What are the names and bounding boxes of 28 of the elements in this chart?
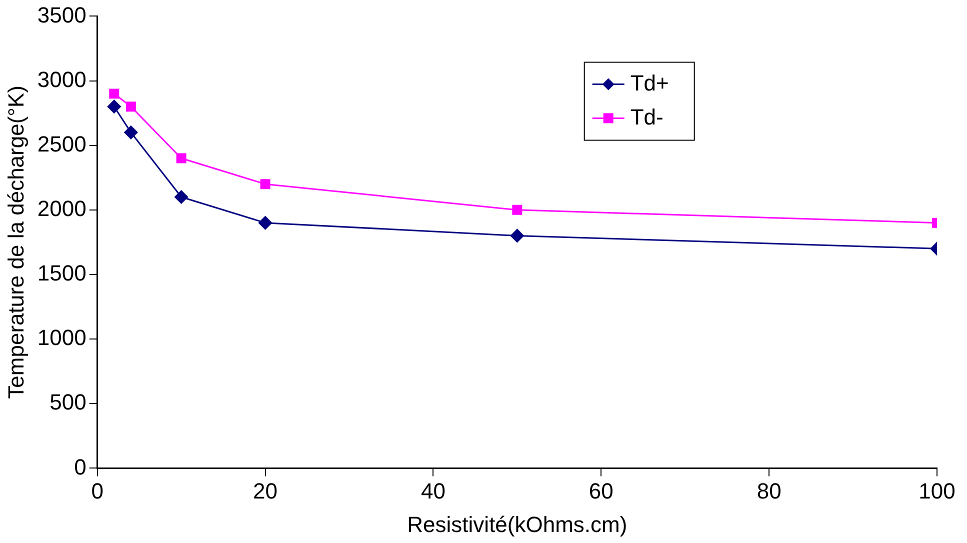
point	[176, 153, 186, 164]
y-tick-label: 1500	[37, 260, 86, 286]
x-tick-label: 40	[420, 478, 446, 504]
legend-label: Td-	[630, 104, 664, 130]
point	[260, 179, 270, 190]
legend-label: Td+	[630, 70, 669, 96]
x-tick-label: 20	[253, 478, 278, 504]
y-tick-label: 3000	[37, 66, 86, 92]
x-tick-label: 60	[588, 478, 614, 504]
point	[512, 204, 522, 215]
point	[109, 88, 120, 99]
y-tick-label: 2000	[37, 196, 86, 221]
x-tick-label: 80	[756, 478, 782, 504]
point	[107, 100, 121, 114]
point	[126, 102, 136, 112]
x-tick-label: 100	[918, 478, 956, 504]
point	[258, 216, 272, 230]
y-tick-label: 500	[50, 390, 86, 415]
y-tick-label: 0	[74, 454, 86, 480]
x-tick-label: 0	[91, 478, 104, 504]
y-tick-label: 3500	[37, 2, 86, 28]
point	[124, 126, 138, 140]
y-tick-label: 2500	[37, 131, 86, 156]
point	[510, 228, 524, 242]
y-tick-label: 1000	[37, 325, 86, 350]
x-axis-title: Resistivité(kOhms.cm)	[407, 512, 628, 537]
y-axis-title: Temperature de la décharge(°K)	[3, 86, 28, 399]
point	[174, 190, 188, 204]
